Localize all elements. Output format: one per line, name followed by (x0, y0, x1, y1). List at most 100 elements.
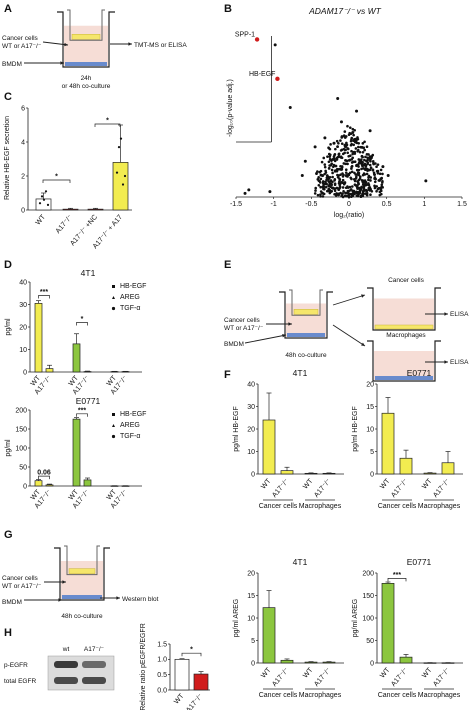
data-point (379, 187, 383, 191)
caption-coculture: 48h co-culture (61, 613, 103, 620)
data-point (381, 172, 384, 176)
y-tick-label: 0.5 (157, 672, 167, 679)
x-tick-label: A17⁻/⁻ (55, 214, 75, 235)
x-tick-label: A17⁻/⁻ (313, 667, 333, 688)
data-point (318, 170, 322, 174)
y-tick-label: 15 (247, 593, 255, 600)
data-point (378, 179, 381, 182)
arrow-cancer-head (288, 322, 292, 326)
data-point (357, 145, 360, 149)
data-point (324, 182, 328, 186)
bar-chart-h: 0.0 0.5 1.0 1.5 Relative ratio pEGFR/EGFR WT A… (140, 623, 210, 710)
arrow-bmdm-head (58, 598, 62, 602)
bmdm-cells (65, 62, 107, 66)
data-point (361, 190, 365, 193)
title-macrophages: Macrophages (386, 332, 426, 339)
x-tick-label: WT (302, 666, 315, 679)
x-tick-label: WT (379, 666, 392, 679)
panel-label-b: B (224, 3, 232, 15)
data-point (335, 139, 339, 143)
data-point (317, 176, 320, 179)
data-point (243, 191, 247, 195)
x-tick-label: WT (421, 477, 434, 490)
legend-marker (112, 296, 115, 299)
significance-bracket (76, 413, 88, 417)
data-point (330, 189, 334, 193)
bar-2 (423, 472, 437, 475)
data-point (355, 194, 359, 197)
data-point (369, 179, 372, 182)
x-tick-label: WT (35, 213, 48, 226)
x-tick-label: 1.5 (457, 201, 467, 208)
data-point (365, 145, 369, 149)
data-point (342, 135, 346, 138)
data-point (366, 162, 369, 166)
group-label: Cancer cells (259, 503, 298, 510)
data-point (380, 177, 383, 180)
data-point (363, 173, 367, 176)
data-point (355, 164, 358, 168)
data-point (338, 183, 342, 187)
bar-hbegf-1 (45, 484, 54, 487)
data-point (344, 168, 348, 172)
data-point (343, 130, 347, 133)
data-point (339, 173, 342, 177)
y-tick-label: 20 (247, 426, 255, 433)
legend-label: HB-EGF (120, 283, 146, 290)
data-point (337, 188, 341, 192)
data-point (334, 169, 337, 172)
data-point (350, 136, 354, 140)
data-point (371, 159, 375, 163)
medium (64, 25, 108, 66)
data-point (322, 156, 326, 160)
data-point (333, 178, 337, 181)
lane-label-a17: A17⁻/⁻ (84, 646, 105, 653)
group-label: Cancer cells (378, 692, 417, 699)
western-blot-h: wt A17⁻/⁻ p-EGFR total EGFR (4, 646, 115, 691)
data-point (327, 160, 331, 164)
data-point (365, 189, 369, 193)
data-point (362, 167, 365, 170)
bar-1 (399, 457, 413, 475)
significance-bracket (387, 578, 407, 582)
label-elisa-bottom: ELISA (450, 359, 469, 366)
x-tick-label: WT (379, 477, 392, 490)
bar-2 (304, 661, 318, 664)
data-point (363, 140, 366, 144)
data-point (379, 168, 383, 172)
panel-label-c: C (4, 91, 12, 103)
data-point (336, 173, 339, 177)
y-tick-label: 150 (362, 593, 374, 600)
data-point (330, 183, 333, 187)
cancer-cells (293, 309, 319, 315)
data-point (346, 189, 350, 193)
group-label: Macrophages (418, 503, 461, 510)
sample-point (121, 183, 125, 186)
panel-label-f: F (224, 369, 231, 381)
data-point (367, 182, 370, 185)
x-tick-label: -1.5 (230, 201, 242, 208)
legend-marker (111, 306, 116, 311)
chart-title: ADAM17⁻/⁻ vs WT (308, 6, 382, 16)
highlighted-point-label: HB-EGF (249, 71, 275, 78)
data-point (339, 155, 342, 159)
data-point (367, 168, 371, 172)
arrow-elisa-bottom-head (444, 360, 448, 364)
data-point (344, 145, 348, 148)
data-point (361, 180, 365, 184)
data-point (347, 172, 350, 176)
x-axis-label: log₂(ratio) (334, 212, 364, 219)
data-point (369, 176, 373, 179)
data-point (334, 147, 337, 151)
bmdm-cells (375, 376, 433, 380)
data-point (344, 171, 348, 174)
y-axis-label: pg/ml HB-EGF (352, 406, 359, 452)
data-point (344, 173, 348, 177)
data-point (313, 145, 317, 149)
data-point (353, 191, 356, 195)
data-point (319, 193, 322, 196)
data-point (363, 179, 367, 182)
